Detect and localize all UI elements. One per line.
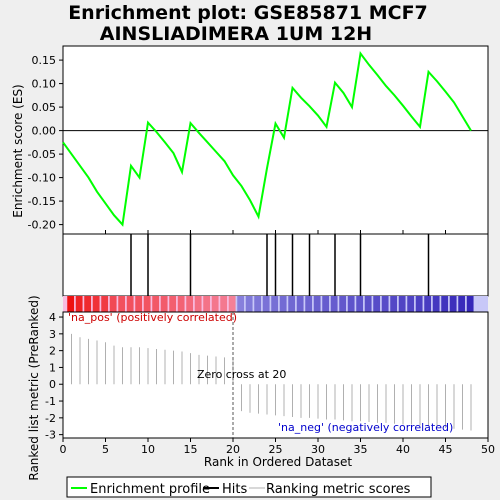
rank-x-tick-label: 45 <box>439 443 453 456</box>
enrichment-profile-line <box>62 51 472 227</box>
color-bar-segment <box>169 296 177 312</box>
rank-y-tick-label: 1 <box>49 361 56 374</box>
x-axis-label: Rank in Ordered Dataset <box>204 455 352 469</box>
color-bar-segment <box>449 296 457 312</box>
zero-cross-annotation: Zero cross at 20 <box>197 368 286 381</box>
chart-title-line1: Enrichment plot: GSE85871 MCF7 <box>68 2 428 24</box>
pos-annotation: 'na_pos' (positively correlated) <box>68 311 237 324</box>
es-y-tick-label: -0.10 <box>28 172 56 185</box>
color-bar-segment <box>152 296 160 312</box>
rank-y-tick-label: -1 <box>45 395 56 408</box>
rank-y-axis-label: Ranked list metric (PreRanked) <box>27 295 41 480</box>
color-bar-segment <box>424 296 432 312</box>
rank-x-tick-label: 35 <box>354 443 368 456</box>
color-bar-segment <box>75 296 83 312</box>
color-bar-segment <box>305 296 313 312</box>
color-bar-segment <box>415 296 423 312</box>
color-bar-segment <box>313 296 321 312</box>
color-bar-segment <box>398 296 406 312</box>
color-bar-segment <box>126 296 134 312</box>
rank-x-tick-label: 50 <box>481 443 495 456</box>
color-bar-segment <box>288 296 296 312</box>
rank-y-tick-label: 2 <box>49 345 56 358</box>
chart-title-line2: AINSLIADIMERA 1UM 12H <box>100 23 372 45</box>
es-panel-frame <box>62 45 489 235</box>
es-y-tick-label: 0.00 <box>32 125 57 138</box>
es-y-tick-label: -0.20 <box>28 219 56 232</box>
color-bar-segment <box>245 296 253 312</box>
legend-metric-label: Ranking metric scores <box>266 482 411 497</box>
color-bar-segment <box>271 296 279 312</box>
es-y-tick-label: -0.15 <box>28 195 56 208</box>
rank-x-tick-label: 10 <box>141 443 155 456</box>
color-bar-segment <box>160 296 168 312</box>
rank-y-tick-label: -2 <box>45 412 56 425</box>
rank-x-tick-label: 30 <box>311 443 325 456</box>
color-bar-segment <box>143 296 151 312</box>
rank-y-ticks: -3 -2 -1 0 1 2 3 4 <box>45 311 63 442</box>
rank-y-tick-label: 4 <box>49 311 56 324</box>
color-bar-segment <box>194 296 202 312</box>
es-y-ticks: -0.20 -0.15 -0.10 -0.05 0.00 0.05 0.10 0.15 <box>28 54 63 232</box>
color-bar-segment <box>254 296 262 312</box>
color-bar-segment <box>296 296 304 312</box>
color-bar-segment <box>322 296 330 312</box>
color-bar-segment <box>432 296 440 312</box>
color-bar-segment <box>330 296 338 312</box>
rank-panel-frame <box>62 311 489 439</box>
hit-marks <box>130 234 430 296</box>
legend-profile-label: Enrichment profile <box>90 482 210 497</box>
rank-x-tick-label: 0 <box>60 443 67 456</box>
color-bar-segment <box>373 296 381 312</box>
rank-y-tick-label: 0 <box>49 378 56 391</box>
color-bar-segment <box>84 296 92 312</box>
color-bar-segment <box>381 296 389 312</box>
color-bar-segment <box>220 296 228 312</box>
es-y-tick-label: 0.15 <box>32 54 57 67</box>
neg-annotation: 'na_neg' (negatively correlated) <box>278 421 453 434</box>
color-bar-segment <box>101 296 109 312</box>
color-bar-segment <box>262 296 270 312</box>
color-bar-segment <box>279 296 287 312</box>
color-bar-segment <box>92 296 100 312</box>
color-bar-segment <box>364 296 372 312</box>
rank-x-ticks: 0 5 10 15 20 25 30 35 40 45 50 <box>60 438 495 456</box>
rank-x-tick-label: 5 <box>102 443 109 456</box>
color-bar-segment <box>237 296 245 312</box>
es-y-tick-label: 0.10 <box>32 78 57 91</box>
color-bar-segment <box>109 296 117 312</box>
color-bar-segment <box>407 296 415 312</box>
rank-x-tick-label: 15 <box>184 443 198 456</box>
es-y-tick-label: 0.05 <box>32 101 57 114</box>
color-bar-segment <box>458 296 466 312</box>
es-x-ticks <box>62 230 489 234</box>
legend-box <box>66 476 432 498</box>
rank-x-tick-label: 40 <box>396 443 410 456</box>
color-bar-segment <box>347 296 355 312</box>
color-bar-segment <box>177 296 185 312</box>
rank-x-tick-label: 20 <box>226 443 240 456</box>
color-bar-segment <box>339 296 347 312</box>
legend-hits-label: Hits <box>222 482 247 497</box>
es-y-tick-label: -0.05 <box>28 148 56 161</box>
ranking-color-bar <box>63 296 488 312</box>
color-bar-segment <box>228 296 236 312</box>
color-bar-segment <box>211 296 219 312</box>
rank-y-tick-label: -3 <box>45 429 56 442</box>
color-bar-segment <box>441 296 449 312</box>
color-bar-segment <box>356 296 364 312</box>
color-bar-segment <box>118 296 126 312</box>
ranking-metric-bars <box>71 333 472 431</box>
color-bar-segment <box>67 296 75 312</box>
rank-x-tick-label: 25 <box>269 443 283 456</box>
color-bar-segment <box>466 296 474 312</box>
color-bar-segment <box>135 296 143 312</box>
es-y-axis-label: Enrichment score (ES) <box>11 84 25 217</box>
color-bar-segment <box>186 296 194 312</box>
rank-y-tick-label: 3 <box>49 328 56 341</box>
color-bar-segment <box>390 296 398 312</box>
color-bar-segment <box>203 296 211 312</box>
